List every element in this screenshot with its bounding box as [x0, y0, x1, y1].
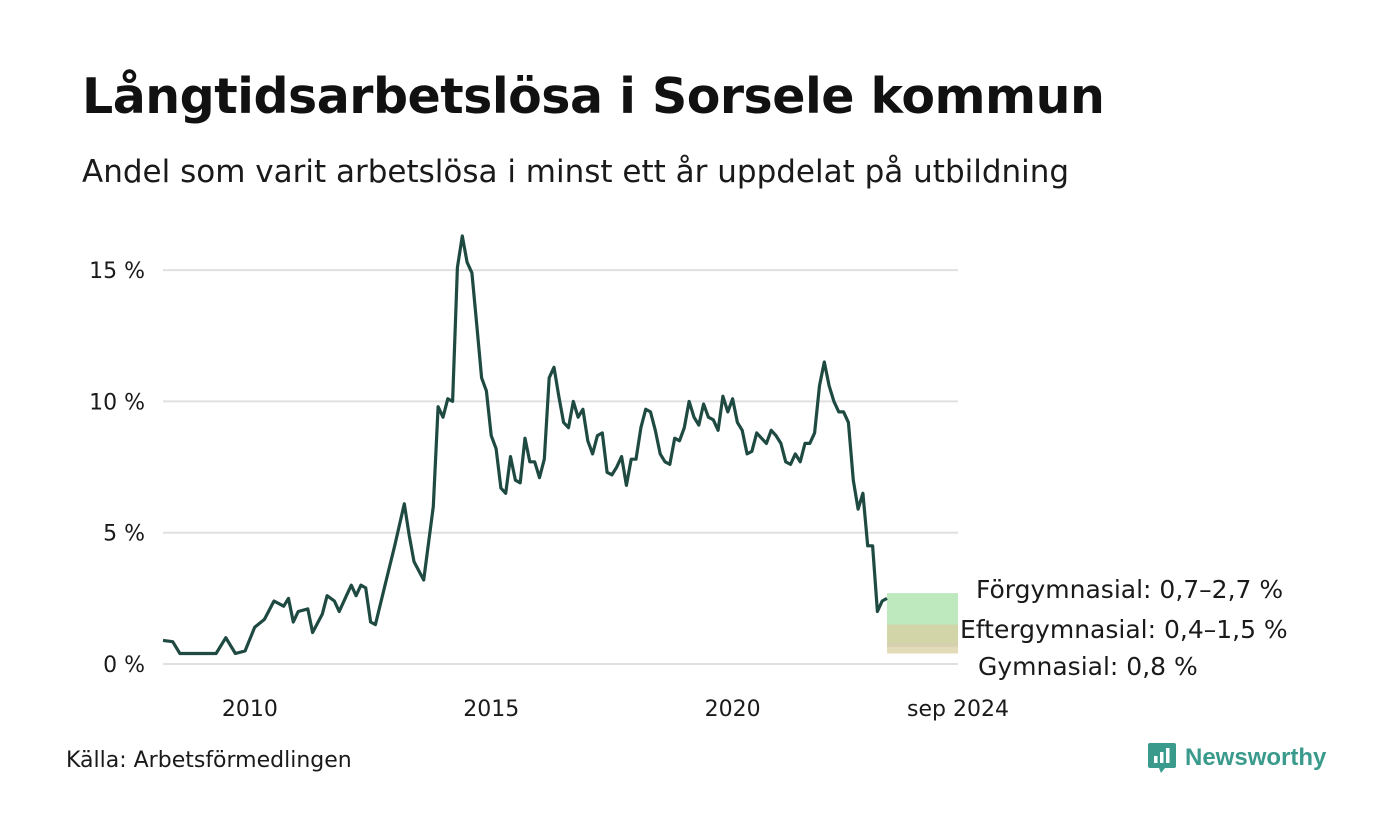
chart-subtitle: Andel som varit arbetslösa i minst ett å… — [82, 154, 1070, 190]
x-tick-label: 2015 — [463, 697, 519, 722]
newsworthy-icon — [1148, 743, 1176, 773]
y-tick-label: 0 % — [103, 653, 145, 678]
forecast-band-eftergymnasial — [887, 624, 958, 654]
source-note: Källa: Arbetsförmedlingen — [66, 748, 352, 773]
x-tick-label: sep 2024 — [907, 697, 1009, 722]
forecast-bands — [887, 593, 958, 654]
y-tick-label: 5 % — [103, 522, 145, 547]
series-label-forgymnasial: Förgymnasial: 0,7–2,7 % — [976, 575, 1283, 604]
y-tick-label: 15 % — [89, 259, 145, 284]
series-label-gymnasial: Gymnasial: 0,8 % — [978, 652, 1198, 681]
series-lines — [162, 234, 888, 656]
series-end-labels: Förgymnasial: 0,7–2,7 % Gymnasial: 0,8 % E… — [960, 575, 1288, 681]
chart-title: Långtidsarbetslösa i Sorsele kommun — [82, 68, 1105, 125]
brand-name: Newsworthy — [1185, 744, 1327, 771]
y-tick-label: 10 % — [89, 390, 145, 415]
series-line-forgymnasial — [162, 234, 888, 656]
series-label-eftergymnasial: Eftergymnasial: 0,4–1,5 % — [960, 615, 1288, 644]
brand-logo: Newsworthy — [1147, 741, 1326, 775]
x-axis-ticks: 2010 2015 2020 sep 2024 — [222, 697, 1009, 722]
x-tick-label: 2020 — [705, 697, 761, 722]
x-tick-label: 2010 — [222, 697, 278, 722]
y-axis-ticks: 0 % 5 % 10 % 15 % — [89, 259, 145, 678]
